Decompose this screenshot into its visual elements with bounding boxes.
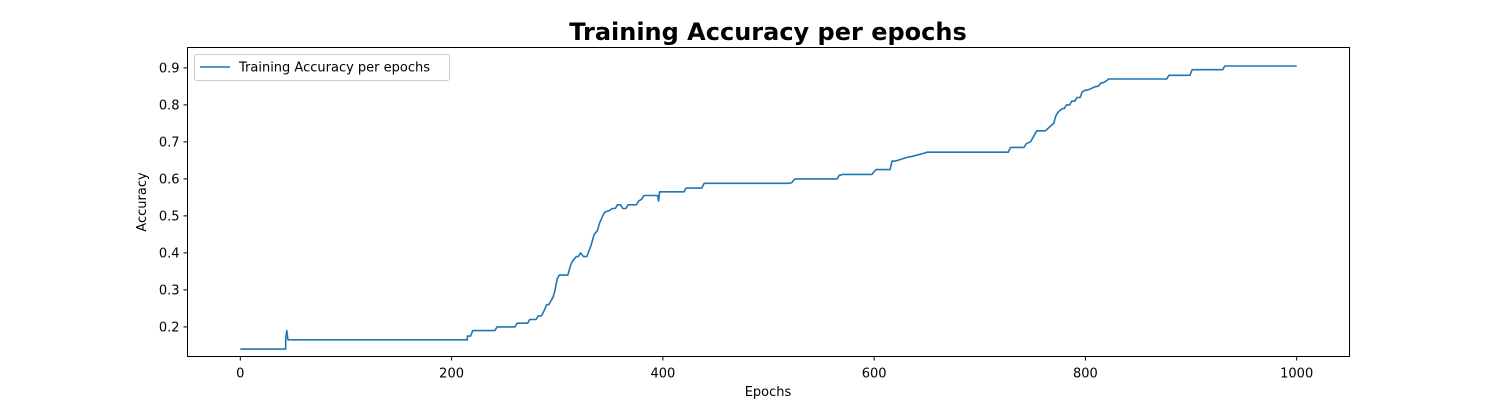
y-tick-label: 0.8 bbox=[159, 98, 180, 113]
plot-area bbox=[187, 47, 1350, 357]
series-layer bbox=[240, 65, 1297, 350]
chart-title: Training Accuracy per epochs bbox=[569, 18, 967, 46]
y-tick-label: 0.9 bbox=[159, 61, 180, 76]
x-axis: 0 200 400 600 800 1000 bbox=[236, 356, 1313, 382]
y-tick-label: 0.4 bbox=[159, 246, 180, 261]
y-tick-label: 0.3 bbox=[159, 283, 180, 298]
x-tick-label: 0 bbox=[236, 367, 244, 382]
y-tick-label: 0.2 bbox=[159, 320, 180, 335]
x-tick-label: 800 bbox=[1073, 367, 1098, 382]
legend: Training Accuracy per epochs bbox=[194, 54, 450, 81]
x-axis-label: Epochs bbox=[745, 385, 792, 400]
series-line-0 bbox=[240, 65, 1297, 350]
y-axis-label: Accuracy bbox=[135, 172, 150, 232]
y-axis: 0.2 0.3 0.4 0.5 0.6 0.7 0.8 0.9 bbox=[159, 61, 188, 335]
x-tick-label: 600 bbox=[862, 367, 887, 382]
legend-label: Training Accuracy per epochs bbox=[238, 61, 430, 76]
legend-box bbox=[194, 54, 450, 81]
x-tick-label: 1000 bbox=[1280, 367, 1313, 382]
x-tick-label: 400 bbox=[650, 367, 675, 382]
y-tick-label: 0.6 bbox=[159, 172, 180, 187]
y-tick-label: 0.5 bbox=[159, 209, 180, 224]
y-tick-label: 0.7 bbox=[159, 135, 180, 150]
x-tick-label: 200 bbox=[439, 367, 464, 382]
